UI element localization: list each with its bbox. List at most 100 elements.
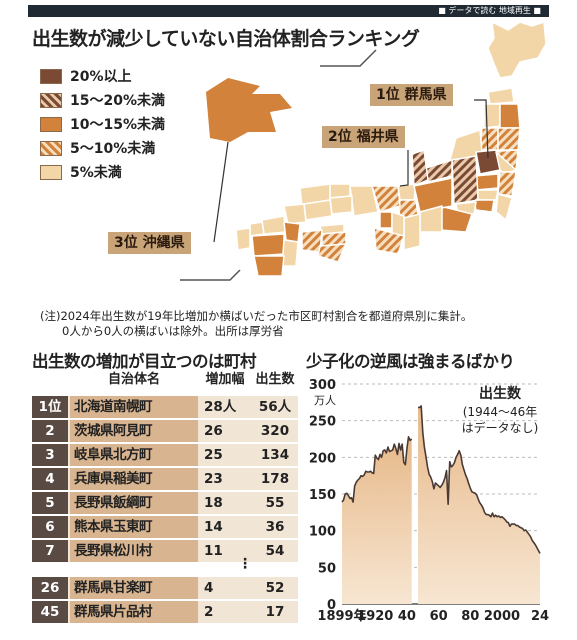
callout-line-okinawa xyxy=(213,141,229,243)
callout-line-gunma xyxy=(474,99,489,159)
callout-rank1: 1位 群馬県 xyxy=(370,84,453,106)
rank-cell: 26 xyxy=(32,577,68,599)
rank-cell: 45 xyxy=(32,601,68,623)
y-tick-label: 200 xyxy=(309,451,336,466)
increase-cell: 25 xyxy=(204,447,223,463)
chiba xyxy=(495,193,513,221)
callout-rank2: 2位 福井県 xyxy=(322,126,405,148)
header-tag: ■ データで読む 地域再生 ■ xyxy=(438,6,541,15)
wakayama xyxy=(373,227,405,255)
births-cell: 17 xyxy=(265,604,285,620)
name-cell: 茨城県阿見町 xyxy=(70,420,198,442)
inset-divider xyxy=(180,269,241,281)
rank-cell: 5 xyxy=(32,492,68,514)
y-tick-label: 300 xyxy=(309,378,336,393)
series-label: 出生数 xyxy=(479,385,522,402)
name-cell: 熊本県玉東町 xyxy=(70,516,198,538)
hokkaido xyxy=(487,21,547,79)
legend-swatch xyxy=(40,69,62,84)
legend-label: 20%以上 xyxy=(70,69,132,85)
births-cell: 178 xyxy=(260,471,290,487)
note-line-1: (注)2024年出生数が19年比増加か横ばいだった市区町村割合を都道府県別に集計… xyxy=(40,309,473,323)
japan-map xyxy=(180,21,547,281)
nagasaki xyxy=(235,227,251,251)
note-line-2: 0人から0人の横ばいは除外。出所は厚労省 xyxy=(62,324,284,338)
map-title: 出生数が減少していない自治体割合ランキング xyxy=(32,28,420,50)
rank-cell: 2 xyxy=(32,420,68,442)
table-row: 7 長野県松川村 11 54 xyxy=(32,540,298,562)
name-cell: 群馬県片品村 xyxy=(70,601,198,623)
increase-cell: 26 xyxy=(204,423,223,439)
table-row: 2 茨城県阿見町 26 320 xyxy=(32,420,298,442)
table-row: 4 兵庫県稲美町 23 178 xyxy=(32,468,298,490)
legend-swatch xyxy=(40,117,62,132)
table-row: 1位 北海道南幌町 28人 56人 xyxy=(32,396,298,418)
increase-cell: 14 xyxy=(204,519,223,535)
kochi xyxy=(317,243,347,263)
y-tick-label: 250 xyxy=(309,415,336,430)
x-tick-label: 1920 xyxy=(357,609,393,624)
rank-cell: 1位 xyxy=(32,396,68,418)
kyoto xyxy=(371,185,401,213)
table-row: 3 岐阜県北方町 25 134 xyxy=(32,444,298,466)
legend-label: 15～20%未満 xyxy=(70,93,165,109)
ishikawa xyxy=(411,149,429,187)
gifu xyxy=(413,177,453,213)
x-tick-label: 1899年 xyxy=(317,608,366,624)
increase-cell: 23 xyxy=(204,471,223,487)
name-cell: 北海道南幌町 xyxy=(70,396,198,418)
x-tick-label: 60 xyxy=(430,609,448,624)
births-cell: 54 xyxy=(265,543,285,559)
chart-title: 少子化の逆風は強まるばかり xyxy=(306,352,515,371)
rank-cell: 6 xyxy=(32,516,68,538)
area-segment-2 xyxy=(418,406,540,604)
callout-line-fukui xyxy=(399,150,409,187)
series-line-2 xyxy=(418,405,541,554)
table-title: 出生数の増加が目立つのは町村 xyxy=(32,352,257,371)
y-tick-label: 100 xyxy=(309,525,336,540)
header-births: 出生数 xyxy=(255,372,295,387)
increase-cell: 28人 xyxy=(204,399,237,415)
table-row: 6 熊本県玉東町 14 36 xyxy=(32,516,298,538)
okinawa xyxy=(206,78,292,142)
table-ellipsis: ⋮ xyxy=(238,556,252,572)
nagano xyxy=(451,155,479,205)
births-cell: 134 xyxy=(260,447,290,463)
name-cell: 長野県松川村 xyxy=(70,540,198,562)
legend-swatch xyxy=(40,93,62,108)
increase-cell: 4 xyxy=(204,580,214,596)
gap-note-line-1: (1944～46年 xyxy=(463,405,538,419)
callout-rank3: 3位 沖縄県 xyxy=(108,232,191,254)
legend-label: 5%未満 xyxy=(70,165,122,181)
rank-cell: 7 xyxy=(32,540,68,562)
births-cell: 55 xyxy=(265,495,285,511)
header-bar: ■ データで読む 地域再生 ■ xyxy=(28,5,549,17)
x-tick-label: 24 xyxy=(531,609,549,624)
legend-swatch xyxy=(40,165,62,180)
y-unit-label: 万人 xyxy=(314,394,336,407)
rank-cell: 3 xyxy=(32,444,68,466)
name-cell: 群馬県甘楽町 xyxy=(70,577,198,599)
kagoshima xyxy=(253,255,285,277)
inset-divider-upper xyxy=(320,49,377,67)
gap-note-line-2: はデータなし) xyxy=(462,420,539,435)
legend-label: 10～15%未満 xyxy=(70,117,165,133)
area-segment-1 xyxy=(342,436,412,604)
increase-cell: 2 xyxy=(204,604,214,620)
x-tick-label: 80 xyxy=(461,609,479,624)
table-row: 5 長野県飯綱町 18 55 xyxy=(32,492,298,514)
table-row: 45 群馬県片品村 2 17 xyxy=(32,601,298,623)
table-row: 26 群馬県甘楽町 4 52 xyxy=(32,577,298,599)
births-cell: 52 xyxy=(265,580,285,596)
births-cell: 36 xyxy=(265,519,285,535)
x-tick-label: 2000 xyxy=(484,609,520,624)
births-cell: 56人 xyxy=(258,399,292,415)
name-cell: 岐阜県北方町 xyxy=(70,444,198,466)
legend-swatch xyxy=(40,141,62,156)
increase-cell: 11 xyxy=(204,543,223,559)
x-tick-label: 40 xyxy=(398,609,416,624)
yamaguchi xyxy=(283,203,307,225)
aomori xyxy=(487,87,515,105)
header-name: 自治体名 xyxy=(107,372,160,387)
increase-cell: 18 xyxy=(204,495,223,511)
